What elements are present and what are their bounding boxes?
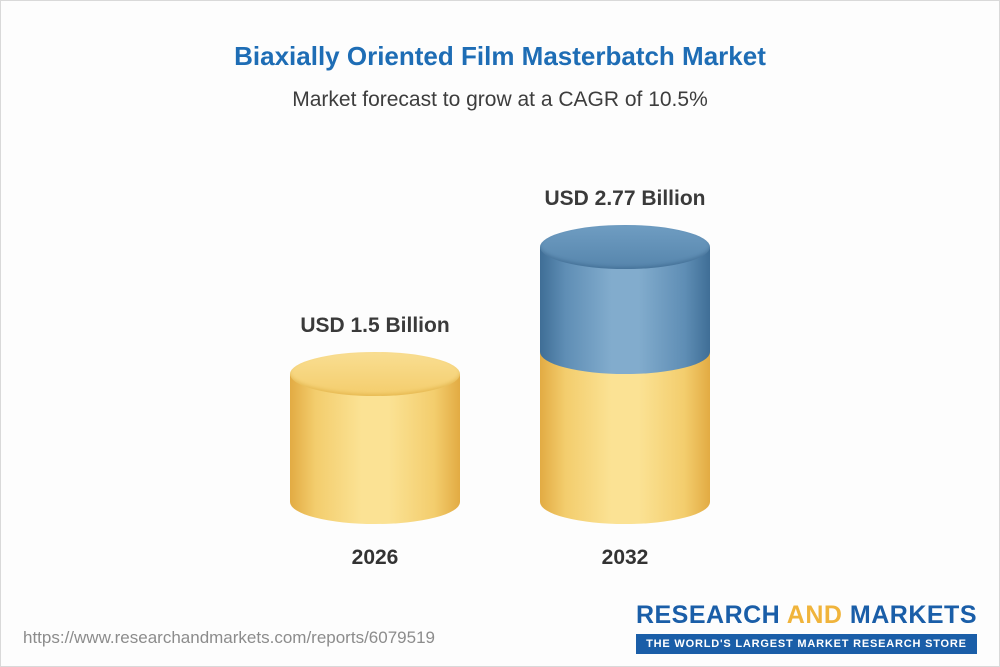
bar-2032-cylinder xyxy=(540,225,710,524)
bar-2032-value-label: USD 2.77 Billion xyxy=(544,187,706,210)
bar-2032-top-ellipse xyxy=(540,225,710,269)
logo-word-research: RESEARCH xyxy=(635,601,781,629)
page-subtitle: Market forecast to grow at a CAGR of 10.… xyxy=(292,88,708,111)
footer: https://www.researchandmarkets.com/repor… xyxy=(1,586,999,666)
logo-wordmark: RESEARCH AND MARKETS xyxy=(636,601,977,630)
bar-2026-cylinder xyxy=(290,352,460,524)
bar-2032-category-label: 2032 xyxy=(601,546,649,569)
logo-word-and: AND xyxy=(786,601,843,629)
bar-chart: USD 1.5 Billion 2026 USD 2.77 Billion 20… xyxy=(1,187,999,570)
bar-2026-body xyxy=(290,374,460,524)
bar-2026: USD 1.5 Billion 2026 xyxy=(290,314,460,570)
bar-2032: USD 2.77 Billion 2032 xyxy=(540,187,710,570)
bar-2032-base-segment xyxy=(540,352,710,524)
logo-word-markets: MARKETS xyxy=(849,601,977,629)
bar-2026-value-label: USD 1.5 Billion xyxy=(300,314,450,337)
report-url[interactable]: https://www.researchandmarkets.com/repor… xyxy=(23,628,435,647)
research-and-markets-logo: RESEARCH AND MARKETS THE WORLD'S LARGEST… xyxy=(635,601,977,654)
bar-2026-category-label: 2026 xyxy=(351,546,399,569)
page-title: Biaxially Oriented Film Masterbatch Mark… xyxy=(234,41,766,71)
bar-2026-top-ellipse xyxy=(290,352,460,396)
logo-tagline: THE WORLD'S LARGEST MARKET RESEARCH STOR… xyxy=(635,634,977,654)
